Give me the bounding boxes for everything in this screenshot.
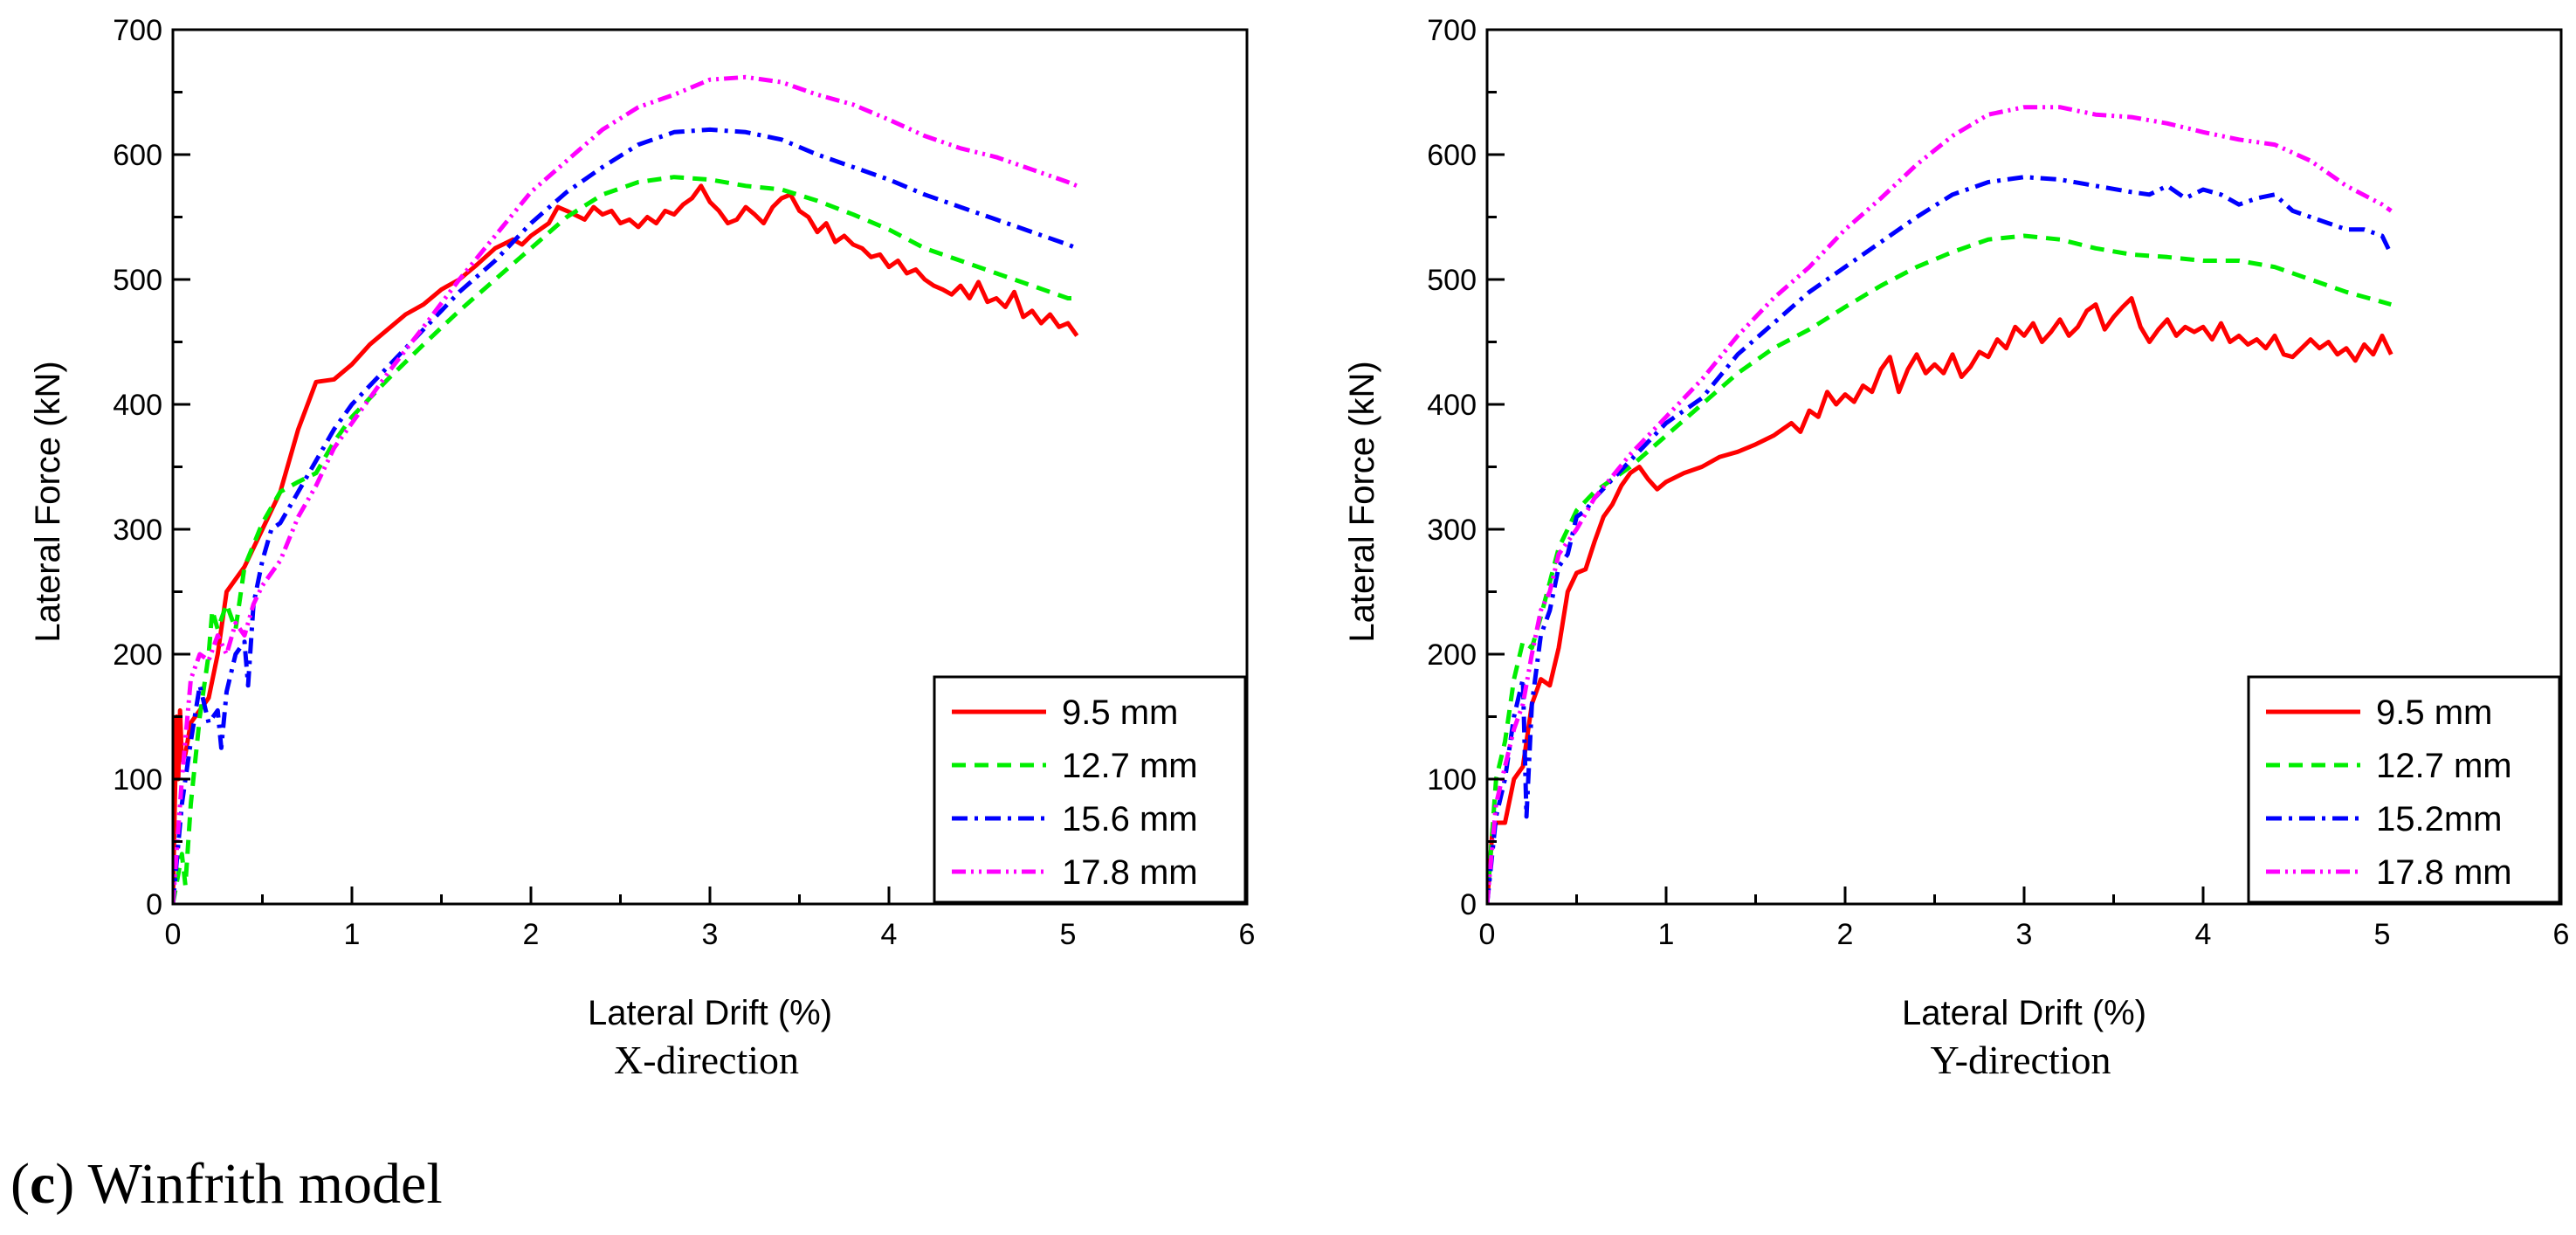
x-tick-label: 4 xyxy=(881,918,898,951)
x-tick-label: 1 xyxy=(1658,918,1675,951)
legend-box xyxy=(933,675,1247,904)
legend-box xyxy=(2247,675,2561,904)
caption-letter: c xyxy=(29,1152,56,1216)
y-axis-label: Lateral Force (kN) xyxy=(1343,361,1381,642)
chart-x-direction: 0 1 2 3 4 5 6 0 100 200 300 400 500 600 700 Lateral Dri… xyxy=(29,14,1255,1082)
x-tick-label: 2 xyxy=(1837,918,1854,951)
y-tick-label: 400 xyxy=(1427,389,1477,422)
x-tick-label: 6 xyxy=(2553,918,2570,951)
direction-label: Y-direction xyxy=(1931,1038,2111,1082)
y-tick-label: 400 xyxy=(113,389,162,422)
series-group xyxy=(1487,105,2393,904)
x-axis-label: Lateral Drift (%) xyxy=(588,994,832,1032)
series-group xyxy=(173,74,1079,904)
y-axis-label: Lateral Force (kN) xyxy=(29,361,67,642)
y-tick-label: 100 xyxy=(113,763,162,797)
series-line-17-8-mm xyxy=(173,74,1078,904)
series-line-12-7-mm xyxy=(1487,233,2392,904)
legend: 9.5 mm 12.7 mm 15.2mm 17.8 mm xyxy=(2247,675,2561,904)
y-tick-label: 600 xyxy=(113,139,162,172)
direction-label: X-direction xyxy=(614,1038,799,1082)
y-tick-label: 200 xyxy=(1427,638,1477,672)
legend-label-17-8-mm: 17.8 mm xyxy=(1062,853,1198,892)
y-tick-label: 500 xyxy=(1427,264,1477,297)
x-tick-label: 5 xyxy=(2374,918,2391,951)
x-tick-label: 2 xyxy=(523,918,540,951)
x-tick-label: 1 xyxy=(344,918,361,951)
caption-close: ) xyxy=(55,1152,75,1216)
y-tick-label: 700 xyxy=(113,14,162,47)
x-tick-label: 4 xyxy=(2195,918,2212,951)
figure-caption: (c) Winfrith model xyxy=(10,1151,443,1218)
y-tick-label: 0 xyxy=(146,888,162,921)
legend-label-15-6-mm: 15.6 mm xyxy=(1062,800,1198,838)
x-tick-label: 3 xyxy=(2016,918,2033,951)
y-tick-label: 300 xyxy=(1427,514,1477,547)
series-line-15-6-mm xyxy=(173,127,1078,904)
x-tick-label: 0 xyxy=(165,918,182,951)
legend-label-15-2mm: 15.2mm xyxy=(2376,800,2503,838)
x-tick-label: 3 xyxy=(702,918,719,951)
legend-label-9-5-mm: 9.5 mm xyxy=(1062,693,1178,732)
y-tick-label: 700 xyxy=(1427,14,1477,47)
x-tick-label: 0 xyxy=(1479,918,1496,951)
y-tick-label: 200 xyxy=(113,638,162,672)
caption-text: Winfrith model xyxy=(74,1152,443,1216)
y-tick-label: 500 xyxy=(113,264,162,297)
series-line-15-2mm xyxy=(1487,175,2393,904)
y-tick-label: 100 xyxy=(1427,763,1477,797)
legend-label-17-8-mm: 17.8 mm xyxy=(2376,853,2512,892)
legend: 9.5 mm 12.7 mm 15.6 mm 17.8 mm xyxy=(933,675,1247,904)
legend-label-12-7-mm: 12.7 mm xyxy=(1062,747,1198,785)
series-line-9-5-mm xyxy=(173,183,1079,904)
y-tick-label: 0 xyxy=(1460,888,1477,921)
x-tick-label: 5 xyxy=(1060,918,1077,951)
series-line-9-5-mm xyxy=(1487,296,2393,904)
caption-open: ( xyxy=(10,1152,30,1216)
legend-label-9-5-mm: 9.5 mm xyxy=(2376,693,2492,732)
legend-label-12-7-mm: 12.7 mm xyxy=(2376,747,2512,785)
y-tick-label: 600 xyxy=(1427,139,1477,172)
x-axis-label: Lateral Drift (%) xyxy=(1902,994,2146,1032)
y-tick-label: 300 xyxy=(113,514,162,547)
x-tick-label: 6 xyxy=(1239,918,1256,951)
chart-y-direction: 0 1 2 3 4 5 6 0 100 200 300 400 500 600 700 Lateral Dri… xyxy=(1343,14,2569,1082)
